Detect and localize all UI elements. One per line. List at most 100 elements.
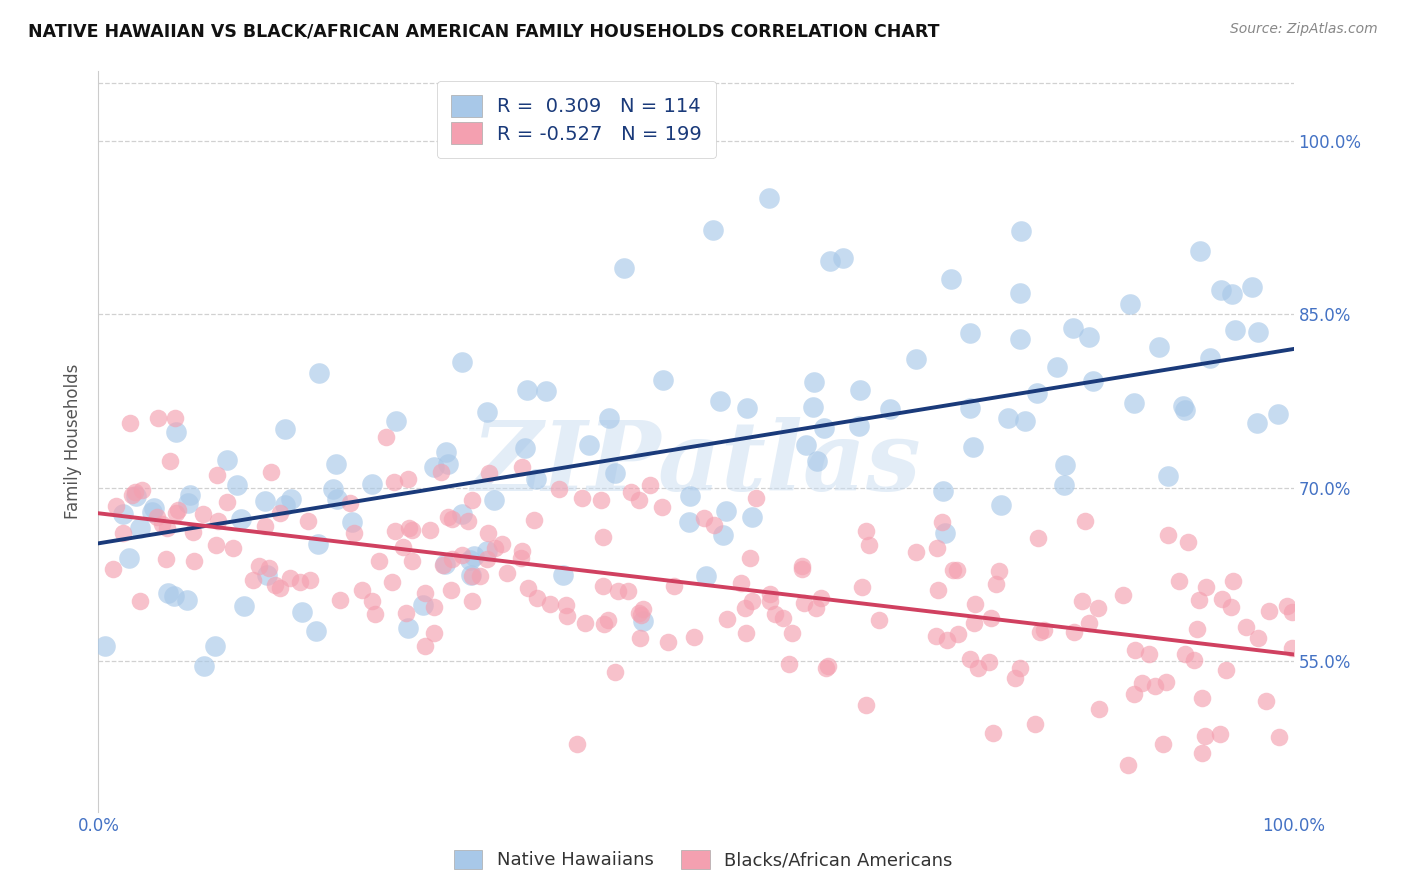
Point (441, 552, 464, 566)
Point (360, 476, 382, 491)
Point (329, 592, 352, 607)
Point (651, 500, 673, 514)
Point (932, 483, 955, 498)
Point (1184, 653, 1206, 667)
Point (401, 553, 423, 567)
Point (458, 553, 481, 567)
Point (904, 545, 927, 559)
Point (325, 457, 347, 471)
Point (413, 639, 436, 653)
Point (1171, 399, 1194, 413)
Point (155, 552, 177, 566)
Point (603, 467, 626, 481)
Point (1211, 283, 1233, 297)
Point (398, 521, 420, 535)
Point (352, 583, 374, 598)
Point (555, 599, 578, 613)
Point (179, 488, 201, 502)
Point (463, 549, 485, 563)
Point (1144, 679, 1167, 693)
Point (1241, 280, 1264, 294)
Point (385, 414, 408, 428)
Point (962, 440, 984, 454)
Point (963, 597, 986, 611)
Point (997, 411, 1019, 425)
Point (176, 593, 198, 607)
Point (693, 511, 716, 525)
Point (813, 421, 835, 435)
Point (1004, 671, 1026, 685)
Point (1174, 403, 1197, 417)
Point (381, 574, 404, 589)
Point (1132, 676, 1154, 690)
Point (662, 579, 685, 593)
Point (810, 591, 832, 606)
Point (1219, 599, 1241, 614)
Point (801, 401, 824, 415)
Point (1195, 580, 1218, 594)
Point (980, 610, 1002, 624)
Point (1189, 244, 1212, 258)
Point (423, 626, 446, 640)
Point (735, 625, 758, 640)
Legend: R =  0.309   N = 114, R = -0.527   N = 199: R = 0.309 N = 114, R = -0.527 N = 199 (437, 81, 716, 158)
Point (94, 639, 117, 653)
Point (1198, 351, 1220, 365)
Point (384, 524, 406, 539)
Point (1234, 620, 1257, 634)
Point (571, 491, 593, 505)
Point (396, 472, 419, 486)
Point (274, 498, 297, 512)
Text: ZIPatlas: ZIPatlas (471, 417, 921, 511)
Point (1281, 641, 1303, 656)
Point (578, 438, 600, 452)
Point (1157, 469, 1180, 483)
Point (1156, 674, 1178, 689)
Point (280, 491, 302, 506)
Point (146, 510, 169, 524)
Point (988, 565, 1011, 579)
Point (112, 526, 135, 541)
Point (163, 590, 186, 604)
Point (1168, 574, 1191, 589)
Point (291, 605, 314, 619)
Point (979, 655, 1001, 669)
Point (758, 594, 780, 608)
Point (297, 514, 319, 528)
Point (714, 504, 737, 518)
Point (638, 477, 661, 491)
Point (1077, 330, 1099, 344)
Point (1258, 603, 1281, 617)
Point (146, 411, 169, 425)
Point (1112, 588, 1135, 602)
Point (340, 516, 363, 530)
Point (763, 607, 786, 621)
Point (516, 383, 538, 397)
Point (1053, 458, 1076, 472)
Point (221, 541, 243, 555)
Point (617, 584, 640, 599)
Point (167, 503, 190, 517)
Point (551, 568, 574, 582)
Point (1008, 332, 1031, 346)
Point (460, 594, 482, 608)
Point (207, 467, 229, 482)
Point (278, 571, 301, 585)
Point (967, 661, 990, 675)
Point (441, 512, 464, 526)
Point (156, 586, 179, 600)
Point (205, 538, 228, 552)
Point (598, 613, 620, 627)
Point (368, 554, 391, 568)
Point (744, 491, 766, 505)
Point (592, 616, 614, 631)
Point (231, 512, 253, 526)
Point (433, 557, 456, 571)
Point (1008, 661, 1031, 675)
Point (730, 576, 752, 591)
Point (734, 601, 756, 615)
Point (1247, 631, 1270, 645)
Point (1074, 514, 1097, 528)
Point (120, 417, 142, 431)
Point (803, 376, 825, 390)
